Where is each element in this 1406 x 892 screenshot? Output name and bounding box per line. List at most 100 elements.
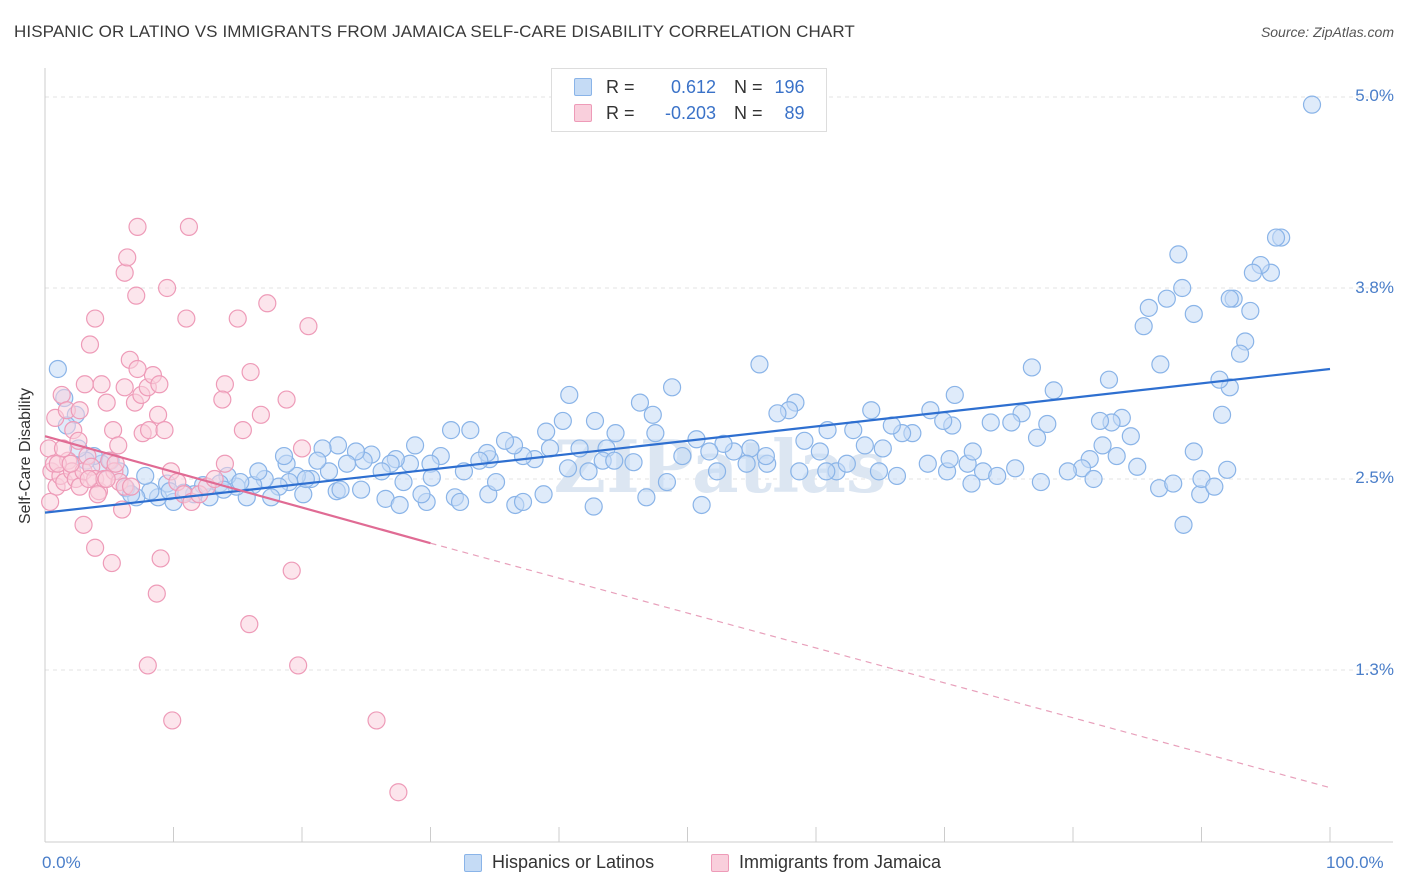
jamaica-point — [148, 405, 168, 424]
hispanic-point — [624, 453, 643, 472]
hispanic-point — [1093, 436, 1112, 455]
hispanic-point — [1128, 457, 1147, 476]
jamaica-point — [128, 217, 147, 236]
hispanic-point — [862, 401, 881, 420]
hispanic-point — [921, 401, 940, 420]
hispanic-point — [1184, 442, 1203, 461]
legend-n-value: 196 — [774, 76, 805, 97]
hispanic-point — [394, 472, 413, 492]
jamaica-point — [128, 359, 147, 379]
hispanic-point — [1121, 427, 1140, 446]
hispanic-point — [988, 466, 1007, 486]
hispanic-point — [1220, 289, 1239, 308]
jamaica-point — [121, 477, 141, 496]
hispanic-point — [630, 393, 650, 412]
hispanic-point — [795, 431, 814, 450]
hispanic-point — [558, 459, 578, 478]
jamaica-point — [147, 584, 166, 603]
correlation-legend: R = 0.612 N = 196 R = -0.203 N = 89 — [551, 68, 827, 132]
hispanic-point — [390, 495, 409, 515]
jamaica-point — [215, 375, 234, 394]
hispanic-point — [1151, 355, 1170, 374]
y-tick-label-3-8: 3.8% — [1355, 278, 1394, 297]
bottom-legend-swatch-blue — [464, 853, 482, 872]
legend-n-value: 89 — [784, 102, 805, 123]
jamaica-point — [157, 278, 177, 298]
jamaica-point — [150, 375, 169, 394]
hispanic-point — [605, 451, 624, 470]
hispanic-point — [869, 462, 889, 481]
hispanic-point — [346, 442, 366, 461]
hispanic-point — [643, 405, 662, 424]
jamaica-point — [151, 549, 170, 568]
chart-title: HISPANIC OR LATINO VS IMMIGRANTS FROM JA… — [14, 22, 855, 41]
jamaica-point — [155, 421, 174, 440]
hispanic-point — [707, 462, 727, 481]
jamaica-point — [240, 615, 259, 634]
legend-row-jamaica: R = -0.203 N = 89 — [574, 101, 805, 125]
jamaica-point — [213, 390, 232, 409]
hispanic-point — [1302, 95, 1322, 114]
hispanic-point — [673, 446, 692, 466]
hispanic-point — [560, 385, 579, 405]
jamaica-point — [277, 390, 296, 409]
jamaica-point — [75, 375, 94, 394]
hispanic-point — [1218, 460, 1237, 479]
y-tick-label-2-5: 2.5% — [1355, 468, 1394, 487]
bottom-legend-jamaica: Immigrants from Jamaica — [711, 852, 941, 873]
hispanic-point — [534, 485, 553, 504]
y-tick-label-5-0: 5.0% — [1355, 86, 1394, 105]
hispanic-point — [940, 450, 959, 469]
hispanic-point — [646, 424, 665, 443]
legend-r-value: 0.612 — [670, 76, 716, 97]
hispanic-point — [1266, 228, 1286, 247]
jamaica-point — [389, 783, 408, 802]
jamaica-point — [115, 378, 134, 397]
hispanic-point — [1241, 301, 1260, 321]
hispanic-point — [945, 385, 964, 405]
bottom-legend-hispanic: Hispanics or Latinos — [464, 852, 654, 873]
hispanic-point — [337, 454, 357, 473]
jamaica-point — [233, 421, 252, 440]
hispanic-point — [1184, 304, 1203, 324]
jamaica-point — [109, 436, 128, 455]
hispanic-point — [294, 485, 313, 504]
hispanic-point — [585, 411, 605, 431]
hispanic-point — [1174, 515, 1193, 534]
hispanic-trend-line — [44, 367, 1331, 514]
hispanic-point — [768, 404, 787, 423]
jamaica-point — [127, 286, 146, 305]
jamaica-point — [179, 217, 199, 236]
hispanic-point — [963, 442, 982, 461]
jamaica-point — [92, 375, 111, 394]
hispanic-point — [331, 480, 350, 499]
jamaica-trend-line — [44, 435, 431, 545]
hispanic-point — [441, 421, 461, 440]
hispanic-point — [692, 495, 711, 515]
hispanic-point — [422, 468, 441, 487]
hispanic-point — [48, 359, 67, 379]
hispanic-point — [810, 442, 829, 461]
x-tick-label-max: 100.0% — [1326, 853, 1384, 872]
hispanic-point — [700, 442, 719, 461]
legend-swatch-blue — [574, 78, 592, 96]
jamaica-point — [177, 309, 196, 328]
hispanic-point — [714, 434, 733, 453]
hispanic-point — [887, 466, 907, 486]
hispanic-point — [657, 472, 677, 492]
jamaica-point — [258, 294, 277, 313]
hispanic-point — [1230, 344, 1250, 363]
hispanic-point — [486, 472, 506, 492]
hispanic-point — [1157, 289, 1176, 308]
jamaica-point — [80, 335, 100, 354]
jamaica-point — [205, 469, 224, 489]
hispanic-point — [1173, 278, 1192, 298]
bottom-legend-label: Immigrants from Jamaica — [739, 852, 942, 872]
hispanic-point — [537, 422, 556, 441]
jamaica-point — [299, 317, 318, 336]
hispanic-point — [1038, 414, 1057, 434]
hispanic-point — [981, 413, 1000, 432]
hispanic-point — [873, 439, 892, 458]
hispanic-point — [579, 462, 598, 481]
hispanic-point — [1058, 462, 1077, 481]
